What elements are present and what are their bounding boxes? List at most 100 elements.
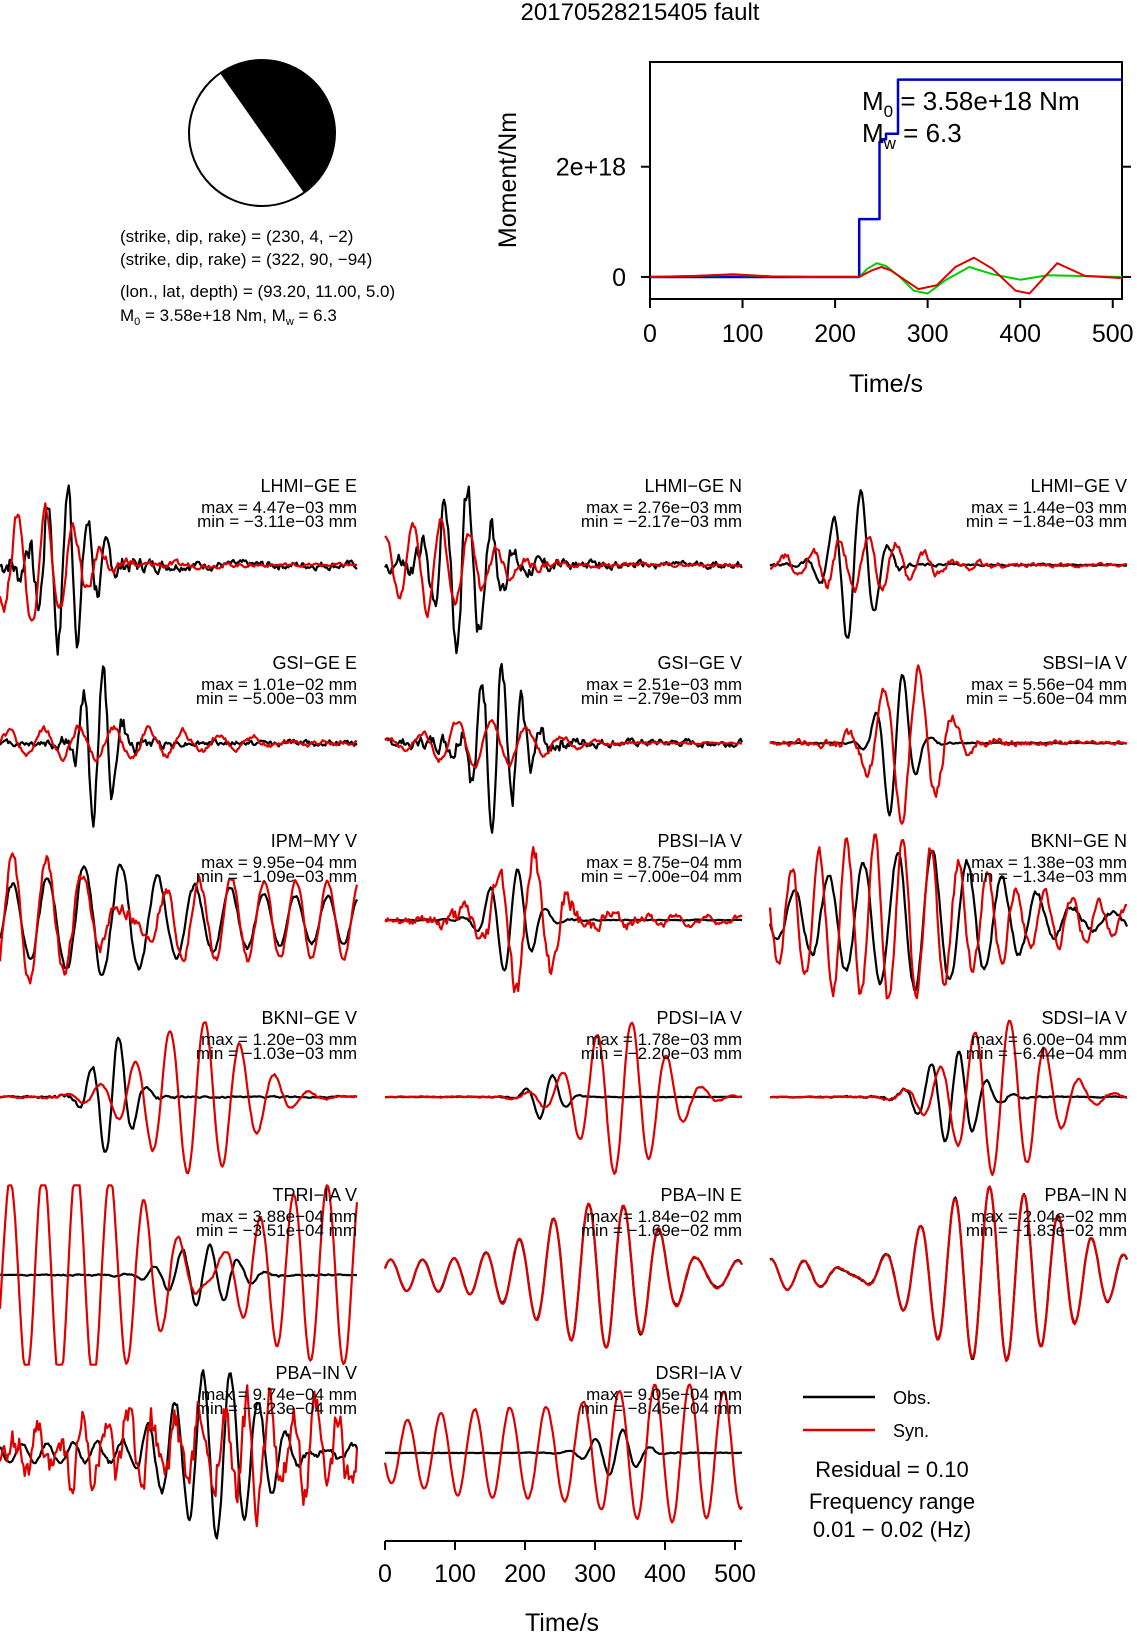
moment-axes: 0 100 200 300 400 500 0 2e+18: [556, 154, 1134, 348]
observed-trace: [0, 1369, 359, 1540]
moment-y-tick-label: 2e+18: [556, 154, 626, 182]
min-amplitude: min = −9.23e−04 mm: [196, 1399, 357, 1418]
min-amplitude: min = −6.44e−04 mm: [966, 1044, 1127, 1063]
station-label: BKNI−GE V: [261, 1008, 357, 1028]
synthetic-trace: [0, 1021, 358, 1175]
synthetic-trace: [383, 1383, 743, 1524]
synthetic-trace: [0, 1184, 359, 1366]
max-amplitude: max = 1.84e−02 mm: [586, 1207, 742, 1226]
max-amplitude: max = 4.47e−03 mm: [201, 498, 357, 517]
waveform-x-tick-label: 100: [434, 1560, 476, 1588]
max-amplitude: max = 2.76e−03 mm: [586, 498, 742, 517]
station-label: SDSI−IA V: [1041, 1008, 1127, 1028]
min-amplitude: min = −2.20e−03 mm: [581, 1044, 742, 1063]
observed-trace: [384, 1428, 743, 1476]
min-amplitude: min = −5.00e−03 mm: [196, 689, 357, 708]
max-amplitude: max = 1.01e−02 mm: [201, 675, 357, 694]
max-amplitude: max = 2.04e−02 mm: [971, 1207, 1127, 1226]
min-amplitude: min = −1.84e−03 mm: [966, 512, 1127, 531]
synthetic-trace: [384, 1021, 743, 1175]
min-amplitude: min = −5.60e−04 mm: [966, 689, 1127, 708]
min-amplitude: min = −1.69e−02 mm: [581, 1221, 742, 1240]
observed-trace: [0, 1243, 358, 1307]
synthetic-trace: [770, 536, 1128, 594]
moment-x-tick-label: 500: [1092, 320, 1134, 348]
residual-text: Residual = 0.10: [815, 1457, 969, 1482]
min-amplitude: min = −7.00e−04 mm: [581, 867, 742, 886]
station-label: PBA−IN E: [660, 1185, 742, 1205]
min-amplitude: min = −1.34e−03 mm: [966, 867, 1127, 886]
moment-x-tick-label: 200: [814, 320, 856, 348]
station-label: PDSI−IA V: [656, 1008, 742, 1028]
synthetic-trace: [383, 1202, 743, 1349]
frequency-value: 0.01 − 0.02 (Hz): [813, 1517, 971, 1542]
station-label: PBSI−IA V: [657, 831, 742, 851]
max-amplitude: max = 3.88e−04 mm: [201, 1207, 357, 1226]
synthetic-trace: [0, 502, 358, 622]
moment-x-tick-label: 0: [643, 320, 657, 348]
synthetic-trace: [0, 1384, 359, 1528]
synthetic-trace: [384, 846, 743, 994]
synthetic-trace: [769, 1185, 1128, 1363]
nodal-plane-1: (strike, dip, rake) = (230, 4, −2): [120, 227, 353, 246]
station-label: GSI−GE E: [272, 653, 357, 673]
moment-series-line: [649, 256, 1123, 295]
station-label: DSRI−IA V: [655, 1363, 742, 1383]
station-label: LHMI−GE V: [1030, 476, 1127, 496]
frequency-label: Frequency range: [809, 1489, 975, 1514]
observed-trace: [0, 484, 358, 656]
moment-x-tick-label: 300: [907, 320, 949, 348]
min-amplitude: min = −3.11e−03 mm: [197, 512, 357, 531]
min-amplitude: min = −1.03e−03 mm: [196, 1044, 357, 1063]
observed-trace: [769, 489, 1128, 639]
station-label: GSI−GE V: [657, 653, 742, 673]
max-amplitude: max = 1.44e−03 mm: [971, 498, 1127, 517]
legend-syn-label: Syn.: [893, 1421, 929, 1441]
waveform-x-tick-label: 500: [714, 1560, 756, 1588]
synthetic-trace: [769, 664, 1128, 825]
moment-x-tick-label: 100: [722, 320, 764, 348]
moment-plot-frame: [649, 61, 1123, 300]
synthetic-trace: [768, 833, 1128, 1000]
max-amplitude: max = 2.51e−03 mm: [586, 675, 742, 694]
moment-x-axis-label: Time/s: [849, 370, 923, 398]
beachball-info: (strike, dip, rake) = (230, 4, −2) (stri…: [120, 227, 395, 328]
min-amplitude: min = −1.83e−02 mm: [966, 1221, 1127, 1240]
observed-trace: [0, 863, 358, 977]
station-label: SBSI−IA V: [1042, 653, 1127, 673]
station-label: PBA−IN V: [275, 1363, 357, 1383]
waveform-time-axis: 0 100 200 300 400 500: [378, 1540, 756, 1588]
station-label: LHMI−GE E: [260, 476, 357, 496]
max-amplitude: max = 9.05e−04 mm: [586, 1385, 742, 1404]
max-amplitude: max = 9.74e−04 mm: [201, 1385, 357, 1404]
moment-y-tick-label: 0: [612, 264, 626, 292]
moment-series-line: [650, 78, 1122, 279]
min-amplitude: min = −8.45e−04 mm: [581, 1399, 742, 1418]
figure-title: 20170528215405 fault: [521, 0, 760, 26]
min-amplitude: min = −1.09e−03 mm: [196, 867, 357, 886]
max-amplitude: max = 5.56e−04 mm: [971, 675, 1127, 694]
min-amplitude: min = −3.51e−04 mm: [196, 1221, 357, 1240]
max-amplitude: max = 6.00e−04 mm: [971, 1030, 1127, 1049]
waveform-x-tick-label: 0: [378, 1560, 392, 1588]
max-amplitude: max = 9.95e−04 mm: [201, 853, 357, 872]
moment-series: [649, 78, 1123, 295]
